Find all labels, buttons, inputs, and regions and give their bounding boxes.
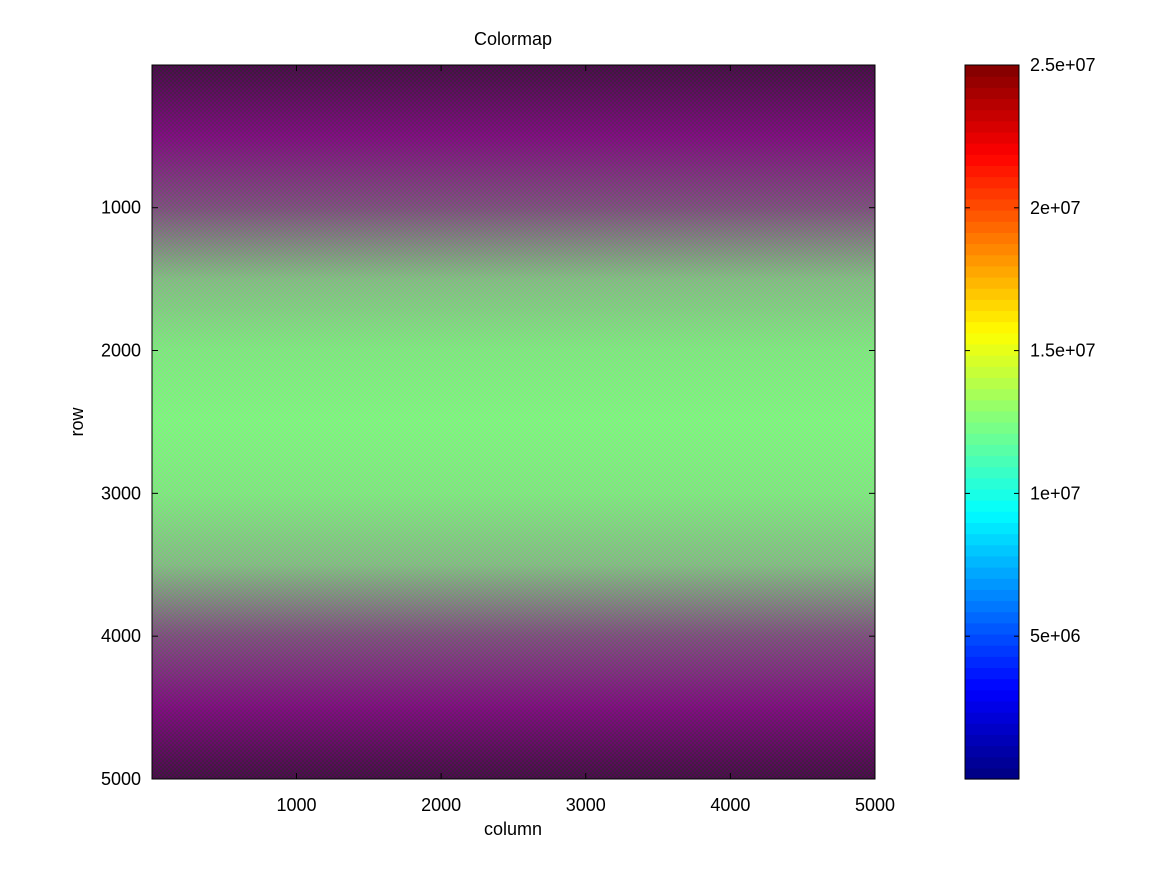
colorbar-level [965,120,1019,133]
colorbar-level [965,455,1019,468]
colorbar-level [965,377,1019,390]
colorbar-level [965,567,1019,579]
colorbar-level [965,232,1019,245]
colorbar-tick-label: 5e+06 [1030,626,1081,646]
colorbar-level [965,399,1019,412]
colorbar-level [965,756,1019,769]
colorbar-level [965,154,1019,167]
colorbar-level [965,511,1019,524]
colorbar-level [965,667,1019,680]
colorbar-level [965,198,1019,211]
colorbar-tick-label: 2e+07 [1030,198,1081,218]
colorbar-level [965,611,1019,624]
x-tick-label: 3000 [566,795,606,815]
colorbar-level [965,600,1019,613]
colorbar-level [965,288,1019,300]
colorbar-level [965,332,1019,345]
colorbar-level [965,767,1019,780]
colorbar-level [965,76,1019,88]
heatmap-plot [151,64,876,780]
colorbar-level [965,187,1019,200]
colorbar-level [965,544,1019,557]
colorbar-level [965,477,1019,490]
x-tick-label: 5000 [855,795,895,815]
colorbar-level [965,444,1019,457]
colorbar-level [965,422,1019,434]
x-tick-label: 1000 [276,795,316,815]
colorbar-level [965,689,1019,702]
colorbar-ticks: 5e+06 1e+07 1.5e+07 2e+07 2.5e+07 [965,55,1096,646]
colorbar-level [965,410,1019,423]
plot-frame [151,64,876,780]
colorbar-level [965,622,1019,635]
chart-title: Colormap [474,29,552,49]
colorbar-level [965,321,1019,334]
colorbar-level [965,578,1019,590]
colorbar-level [965,176,1019,189]
colorbar-level [965,210,1019,222]
colorbar-level [965,522,1019,535]
heatmap-texture [152,65,875,779]
y-tick-label: 2000 [101,341,141,361]
colorbar-level [965,500,1019,512]
colorbar-level [965,221,1019,233]
y-tick-label: 5000 [101,769,141,789]
colorbar-level [965,745,1019,758]
colorbar-level [965,143,1019,155]
colorbar-level [965,555,1019,568]
colorbar-level [965,243,1019,256]
y-tick-label: 4000 [101,626,141,646]
colorbar-levels [965,65,1019,780]
colorbar-level [965,700,1019,713]
colorbar-level [965,265,1019,278]
colorbar-level [965,366,1019,378]
colorbar-tick-label: 2.5e+07 [1030,55,1096,75]
colorbar-level [965,254,1019,267]
colorbar-level [965,678,1019,691]
colorbar-level [965,276,1019,289]
x-axis-ticks: 1000 2000 3000 4000 5000 [276,65,895,815]
colorbar-level [965,633,1019,646]
colorbar-level [965,87,1019,100]
colorbar-tick-label: 1e+07 [1030,483,1081,503]
y-axis-ticks: 1000 2000 3000 4000 5000 [101,198,875,789]
colorbar-level [965,645,1019,657]
colorbar-level [965,734,1019,747]
x-tick-label: 4000 [710,795,750,815]
colorbar-level [965,723,1019,735]
colorbar-level [965,656,1019,669]
colorbar-tick-label: 1.5e+07 [1030,341,1096,361]
colorbar-level [965,109,1019,122]
y-tick-label: 3000 [101,483,141,503]
colorbar-level [965,388,1019,401]
colorbar-level [965,533,1019,546]
colorbar-level [965,310,1019,323]
colorbar-level [965,343,1019,356]
colorbar: 5e+06 1e+07 1.5e+07 2e+07 2.5e+07 [964,55,1096,780]
y-tick-label: 1000 [101,198,141,218]
colorbar-level [965,131,1019,144]
colorbar-level [965,466,1019,479]
colorbar-level [965,712,1019,724]
x-axis-label: column [484,819,542,839]
x-tick-label: 2000 [421,795,461,815]
colorbar-level [965,488,1019,501]
colorbar-level [965,299,1019,312]
colorbar-level [965,98,1019,111]
colorbar-level [965,65,1019,77]
colorbar-level [965,355,1019,367]
colorbar-level [965,165,1019,178]
colorbar-level [965,589,1019,602]
colorbar-frame [964,64,1020,780]
colorbar-level [965,433,1019,445]
y-axis-label: row [67,407,87,437]
